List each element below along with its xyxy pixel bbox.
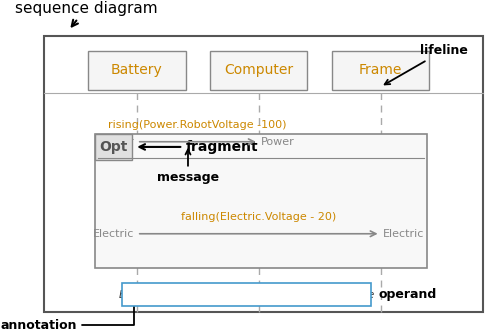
FancyBboxPatch shape [88, 51, 186, 90]
Text: lifeline: lifeline [385, 44, 467, 85]
Text: Power: Power [261, 137, 295, 147]
Text: EV < 20 triggers message from Battery to Frame: EV < 20 triggers message from Battery to… [119, 290, 374, 300]
Text: rising(Power.RobotVoltage -100): rising(Power.RobotVoltage -100) [109, 120, 287, 130]
FancyBboxPatch shape [95, 134, 427, 268]
Text: sequence diagram: sequence diagram [15, 1, 158, 26]
FancyBboxPatch shape [95, 134, 132, 160]
Text: fragment: fragment [139, 140, 259, 154]
FancyBboxPatch shape [332, 51, 429, 90]
Text: Frame: Frame [359, 64, 402, 78]
FancyBboxPatch shape [44, 36, 483, 312]
FancyBboxPatch shape [122, 283, 371, 306]
Text: operand: operand [378, 288, 436, 301]
Text: Battery: Battery [111, 64, 163, 78]
FancyBboxPatch shape [210, 51, 307, 90]
Text: message: message [157, 150, 219, 184]
Text: Electric: Electric [383, 229, 424, 239]
Text: Power: Power [101, 137, 134, 147]
Text: Opt: Opt [99, 140, 128, 154]
Text: Computer: Computer [224, 64, 293, 78]
Text: annotation: annotation [0, 300, 137, 332]
Text: falling(Electric.Voltage - 20): falling(Electric.Voltage - 20) [181, 212, 336, 222]
Text: Electric: Electric [93, 229, 134, 239]
